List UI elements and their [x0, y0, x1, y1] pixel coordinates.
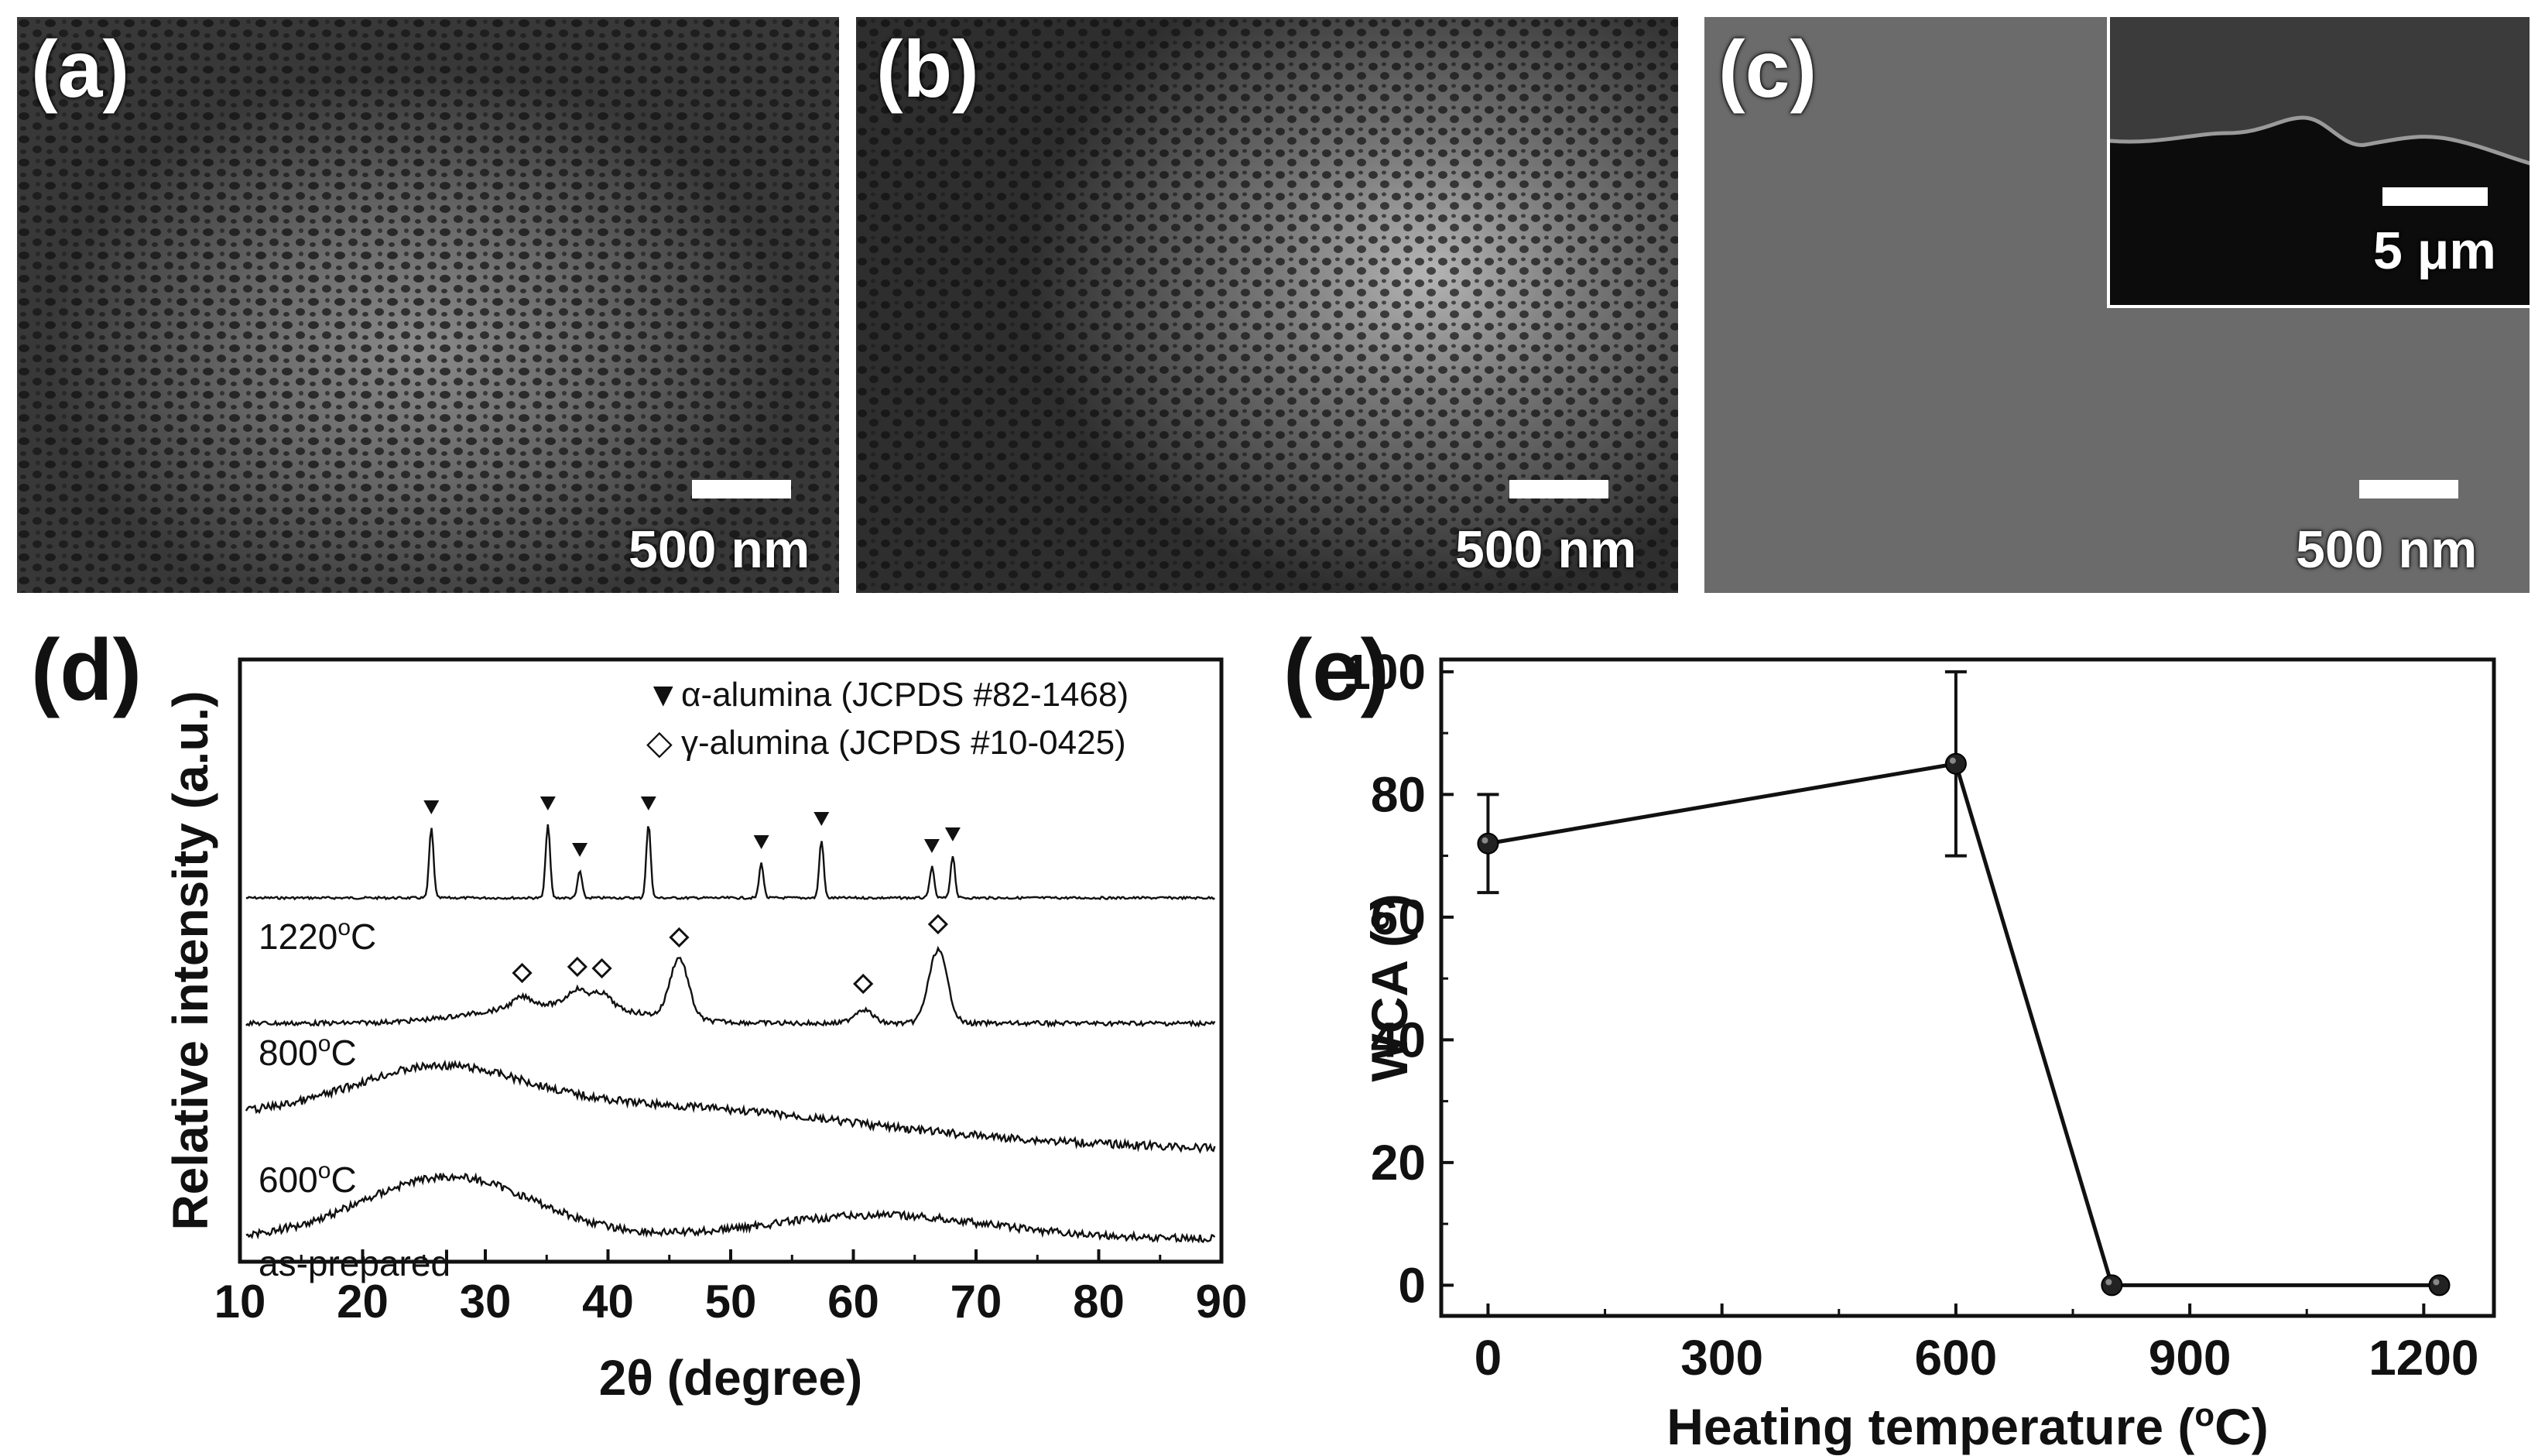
wca-line: [1488, 761, 2440, 1287]
series-label-d: 600oC: [259, 1158, 357, 1200]
alpha-peak-marker: [944, 827, 961, 841]
series-label-d: 1220oC: [259, 915, 376, 957]
series-label-d: as-prepared: [259, 1243, 450, 1283]
xrd-trace-600: [245, 1059, 1216, 1154]
gamma-peak-marker: [512, 962, 533, 984]
x-tick-label-e: 0: [1475, 1330, 1502, 1386]
y-tick-label-e: 40: [1371, 1012, 1426, 1067]
x-tick-label-e: 600: [1914, 1330, 1997, 1386]
y-tick-label-e: 80: [1371, 766, 1426, 822]
gamma-peak-marker: [567, 956, 587, 978]
scale-bar-c: [2359, 480, 2458, 498]
inset-scale-bar: [2382, 187, 2488, 206]
sem-image-a: (a) 500 nm: [17, 17, 839, 593]
alpha-peak-marker: [923, 839, 940, 853]
gamma-peak-marker: [591, 958, 612, 979]
y-tick-label-e: 20: [1371, 1135, 1426, 1190]
alpha-peak-marker: [753, 835, 769, 849]
alpha-peak-marker: [640, 797, 656, 810]
legend-symbol-d: ▼: [646, 676, 680, 714]
legend-symbol-d: ◇: [646, 724, 673, 762]
panel-label-e: (e): [1283, 622, 1389, 718]
scale-bar-label-a: 500 nm: [629, 520, 810, 579]
x-tick-label-e: 300: [1680, 1330, 1763, 1386]
inset-scale-bar-label: 5 μm: [2373, 221, 2496, 280]
sem-image-b: (b) 500 nm: [856, 17, 1678, 593]
alpha-peak-marker: [423, 800, 440, 814]
alpha-peak-marker: [572, 843, 588, 857]
gamma-peak-marker: [927, 913, 948, 935]
y-axis-label-d: Relative intensity (a.u.): [163, 690, 218, 1230]
scale-bar-b: [1509, 480, 1608, 498]
data-point-highlight: [1481, 837, 1488, 844]
data-point-highlight: [2105, 1279, 2112, 1286]
alpha-peak-marker: [814, 812, 830, 826]
legend-entry-d: α-alumina (JCPDS #82-1468): [681, 676, 1129, 714]
inset-cross-section: [2110, 17, 2530, 305]
gamma-peak-marker: [669, 927, 690, 948]
x-tick-label-d: 30: [460, 1276, 512, 1328]
scale-bar-label-b: 500 nm: [1455, 520, 1637, 579]
x-tick-label-e: 1200: [2369, 1330, 2478, 1386]
x-tick-label-d: 80: [1073, 1276, 1125, 1328]
legend-entry-d: γ-alumina (JCPDS #10-0425): [681, 724, 1126, 762]
data-point: [1944, 752, 1967, 775]
scale-bar-label-c: 500 nm: [2296, 520, 2478, 579]
sem-image-c: (c) 5 μm 500 nm: [1704, 17, 2530, 593]
xrd-chart: 10 20 30 40 50 60 70 80 90 2θ (degree) Relative in…: [163, 657, 1248, 1406]
x-tick-label-d: 60: [827, 1276, 879, 1328]
x-tick-label-e: 900: [2149, 1330, 2232, 1386]
scale-bar-a: [692, 480, 791, 498]
panel-label-b: (b): [876, 25, 979, 115]
y-tick-label-e: 60: [1371, 889, 1426, 945]
y-tick-label-e: 0: [1398, 1257, 1426, 1313]
xrd-trace-800: [245, 945, 1216, 1029]
x-tick-label-d: 70: [951, 1276, 1002, 1328]
data-point: [2101, 1274, 2123, 1297]
panel-label-a: (a): [31, 25, 130, 115]
x-tick-label-d: 10: [214, 1276, 266, 1328]
y-axis-label-e: WCA (o): [1359, 893, 1418, 1081]
panel-label-c: (c): [1718, 25, 1817, 115]
data-point-highlight: [1949, 757, 1956, 764]
data-point: [2428, 1274, 2451, 1297]
x-tick-label-d: 50: [705, 1276, 757, 1328]
series-label-d: 800oC: [259, 1031, 357, 1073]
panel-label-d: (d): [31, 622, 142, 718]
data-point-highlight: [2433, 1279, 2440, 1286]
data-point: [1477, 832, 1499, 855]
x-tick-label-d: 40: [582, 1276, 634, 1328]
x-axis-label-e: Heating temperature (oC): [1666, 1396, 2268, 1455]
x-axis-label-d: 2θ (degree): [599, 1350, 862, 1406]
x-tick-label-d: 90: [1196, 1276, 1248, 1328]
x-tick-label-d: 20: [337, 1276, 389, 1328]
xrd-trace-as-prepared: [245, 1172, 1216, 1244]
xrd-trace-1220: [245, 824, 1215, 901]
plot-frame-e: [1439, 657, 2496, 1318]
gamma-peak-marker: [853, 973, 874, 995]
alpha-peak-marker: [539, 797, 556, 810]
inset-image-c: 5 μm: [2107, 17, 2530, 308]
